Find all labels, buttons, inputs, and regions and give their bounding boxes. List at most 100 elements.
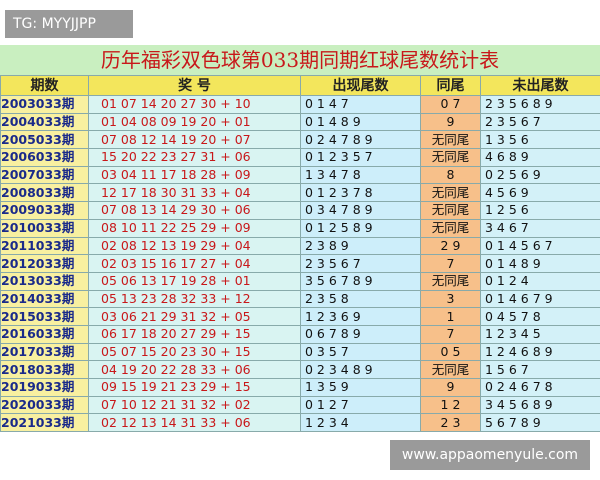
table-cell: 8 <box>420 165 481 185</box>
table-cell: 1 5 6 7 <box>480 360 600 379</box>
table-cell: 2010033期 <box>0 218 89 238</box>
table-cell: 0 1 2 5 8 9 <box>300 218 421 238</box>
table-cell: 4 6 8 9 <box>480 148 600 167</box>
table-cell: 1 2 4 6 8 9 <box>480 342 600 362</box>
table-cell: 1 3 5 6 <box>480 130 600 150</box>
table-cell: 无同尾 <box>420 183 481 203</box>
table-cell: 1 3 5 9 <box>300 378 421 397</box>
table-row: 2006033期 15 20 22 23 27 31 + 06 0 1 2 3 5 … <box>0 148 600 167</box>
table-cell: 2004033期 <box>0 112 89 132</box>
table-cell: 04 19 20 22 28 33 + 06 <box>88 360 301 379</box>
table-cell: 2018033期 <box>0 360 89 379</box>
table-cell: 02 12 13 14 31 33 + 06 <box>88 413 301 433</box>
table-cell: 0 7 <box>420 95 481 114</box>
table-cell: 0 4 5 7 8 <box>480 307 600 326</box>
column-header: 未出尾数 <box>480 75 600 96</box>
table-cell: 0 1 4 8 9 <box>300 112 421 132</box>
watermark: www.appaomenyule.com <box>390 440 590 470</box>
table-cell: 1 2 5 6 <box>480 201 600 220</box>
table-cell: 2017033期 <box>0 342 89 362</box>
table-cell: 05 07 15 20 23 30 + 15 <box>88 342 301 362</box>
table-cell: 07 08 13 14 29 30 + 06 <box>88 201 301 220</box>
table-row: 2005033期 07 08 12 14 19 20 + 07 0 2 4 7 8 … <box>0 130 600 150</box>
table-cell: 2005033期 <box>0 130 89 150</box>
table-cell: 3 4 5 6 8 9 <box>480 395 600 415</box>
table-cell: 无同尾 <box>420 360 481 379</box>
table-cell: 1 2 3 4 <box>300 413 421 433</box>
table-cell: 无同尾 <box>420 218 481 238</box>
table-cell: 0 1 2 4 <box>480 271 600 291</box>
table-row: 2010033期 08 10 11 22 25 29 + 09 0 1 2 5 8 … <box>0 218 600 238</box>
table-cell: 2006033期 <box>0 148 89 167</box>
table-cell: 2016033期 <box>0 324 89 344</box>
table-cell: 12 17 18 30 31 33 + 04 <box>88 183 301 203</box>
table-cell: 2 3 5 6 7 <box>480 112 600 132</box>
table-cell: 0 2 5 6 9 <box>480 165 600 185</box>
table-cell: 0 5 <box>420 342 481 362</box>
column-header: 出现尾数 <box>300 75 421 96</box>
table-cell: 0 2 3 4 8 9 <box>300 360 421 379</box>
table-cell: 0 1 2 3 5 7 <box>300 148 421 167</box>
column-header: 同尾 <box>420 75 481 96</box>
table-cell: 2012033期 <box>0 254 89 273</box>
table-cell: 0 1 4 6 7 9 <box>480 289 600 309</box>
table-cell: 2 3 5 6 8 9 <box>480 95 600 114</box>
table-cell: 2020033期 <box>0 395 89 415</box>
table-cell: 7 <box>420 254 481 273</box>
table-cell: 2 3 8 9 <box>300 236 421 256</box>
table-cell: 2013033期 <box>0 271 89 291</box>
table-cell: 2008033期 <box>0 183 89 203</box>
table-cell: 2003033期 <box>0 95 89 114</box>
table-row: 2008033期 12 17 18 30 31 33 + 04 0 1 2 3 7 … <box>0 183 600 203</box>
table-cell: 0 2 4 6 7 8 <box>480 378 600 397</box>
table-cell: 2014033期 <box>0 289 89 309</box>
table-cell: 0 1 4 7 <box>300 95 421 114</box>
table-cell: 1 2 3 6 9 <box>300 307 421 326</box>
table-cell: 08 10 11 22 25 29 + 09 <box>88 218 301 238</box>
table-cell: 01 07 14 20 27 30 + 10 <box>88 95 301 114</box>
table-cell: 1 <box>420 307 481 326</box>
table-cell: 3 4 6 7 <box>480 218 600 238</box>
table-cell: 无同尾 <box>420 201 481 220</box>
table-cell: 07 10 12 21 31 32 + 02 <box>88 395 301 415</box>
table-cell: 3 <box>420 289 481 309</box>
column-header: 奖 号 <box>88 75 301 96</box>
table-cell: 5 6 7 8 9 <box>480 413 600 433</box>
table-cell: 9 <box>420 112 481 132</box>
table-cell: 02 08 12 13 19 29 + 04 <box>88 236 301 256</box>
table-cell: 0 2 4 7 8 9 <box>300 130 421 150</box>
table-cell: 3 5 6 7 8 9 <box>300 271 421 291</box>
table-row: 2013033期 05 06 13 17 19 28 + 01 3 5 6 7 8 … <box>0 271 600 291</box>
table-cell: 07 08 12 14 19 20 + 07 <box>88 130 301 150</box>
table-cell: 2 3 5 6 7 <box>300 254 421 273</box>
table-cell: 09 15 19 21 23 29 + 15 <box>88 378 301 397</box>
table-cell: 0 1 4 8 9 <box>480 254 600 273</box>
table-cell: 2011033期 <box>0 236 89 256</box>
table-title: 历年福彩双色球第033期同期红球尾数统计表 <box>0 45 600 75</box>
table-cell: 2 3 <box>420 413 481 433</box>
table-cell: 0 3 4 7 8 9 <box>300 201 421 220</box>
table-cell: 1 3 4 7 8 <box>300 165 421 185</box>
table-row: 2009033期 07 08 13 14 29 30 + 06 0 3 4 7 8 … <box>0 201 600 220</box>
table-cell: 0 6 7 8 9 <box>300 324 421 344</box>
table-cell: 2 3 5 8 <box>300 289 421 309</box>
table-cell: 无同尾 <box>420 148 481 167</box>
table-cell: 2015033期 <box>0 307 89 326</box>
table-cell: 7 <box>420 324 481 344</box>
table-cell: 03 04 11 17 18 28 + 09 <box>88 165 301 185</box>
table-cell: 1 2 <box>420 395 481 415</box>
watermark: TG: MYYJJPP <box>5 10 133 38</box>
table-cell: 05 06 13 17 19 28 + 01 <box>88 271 301 291</box>
